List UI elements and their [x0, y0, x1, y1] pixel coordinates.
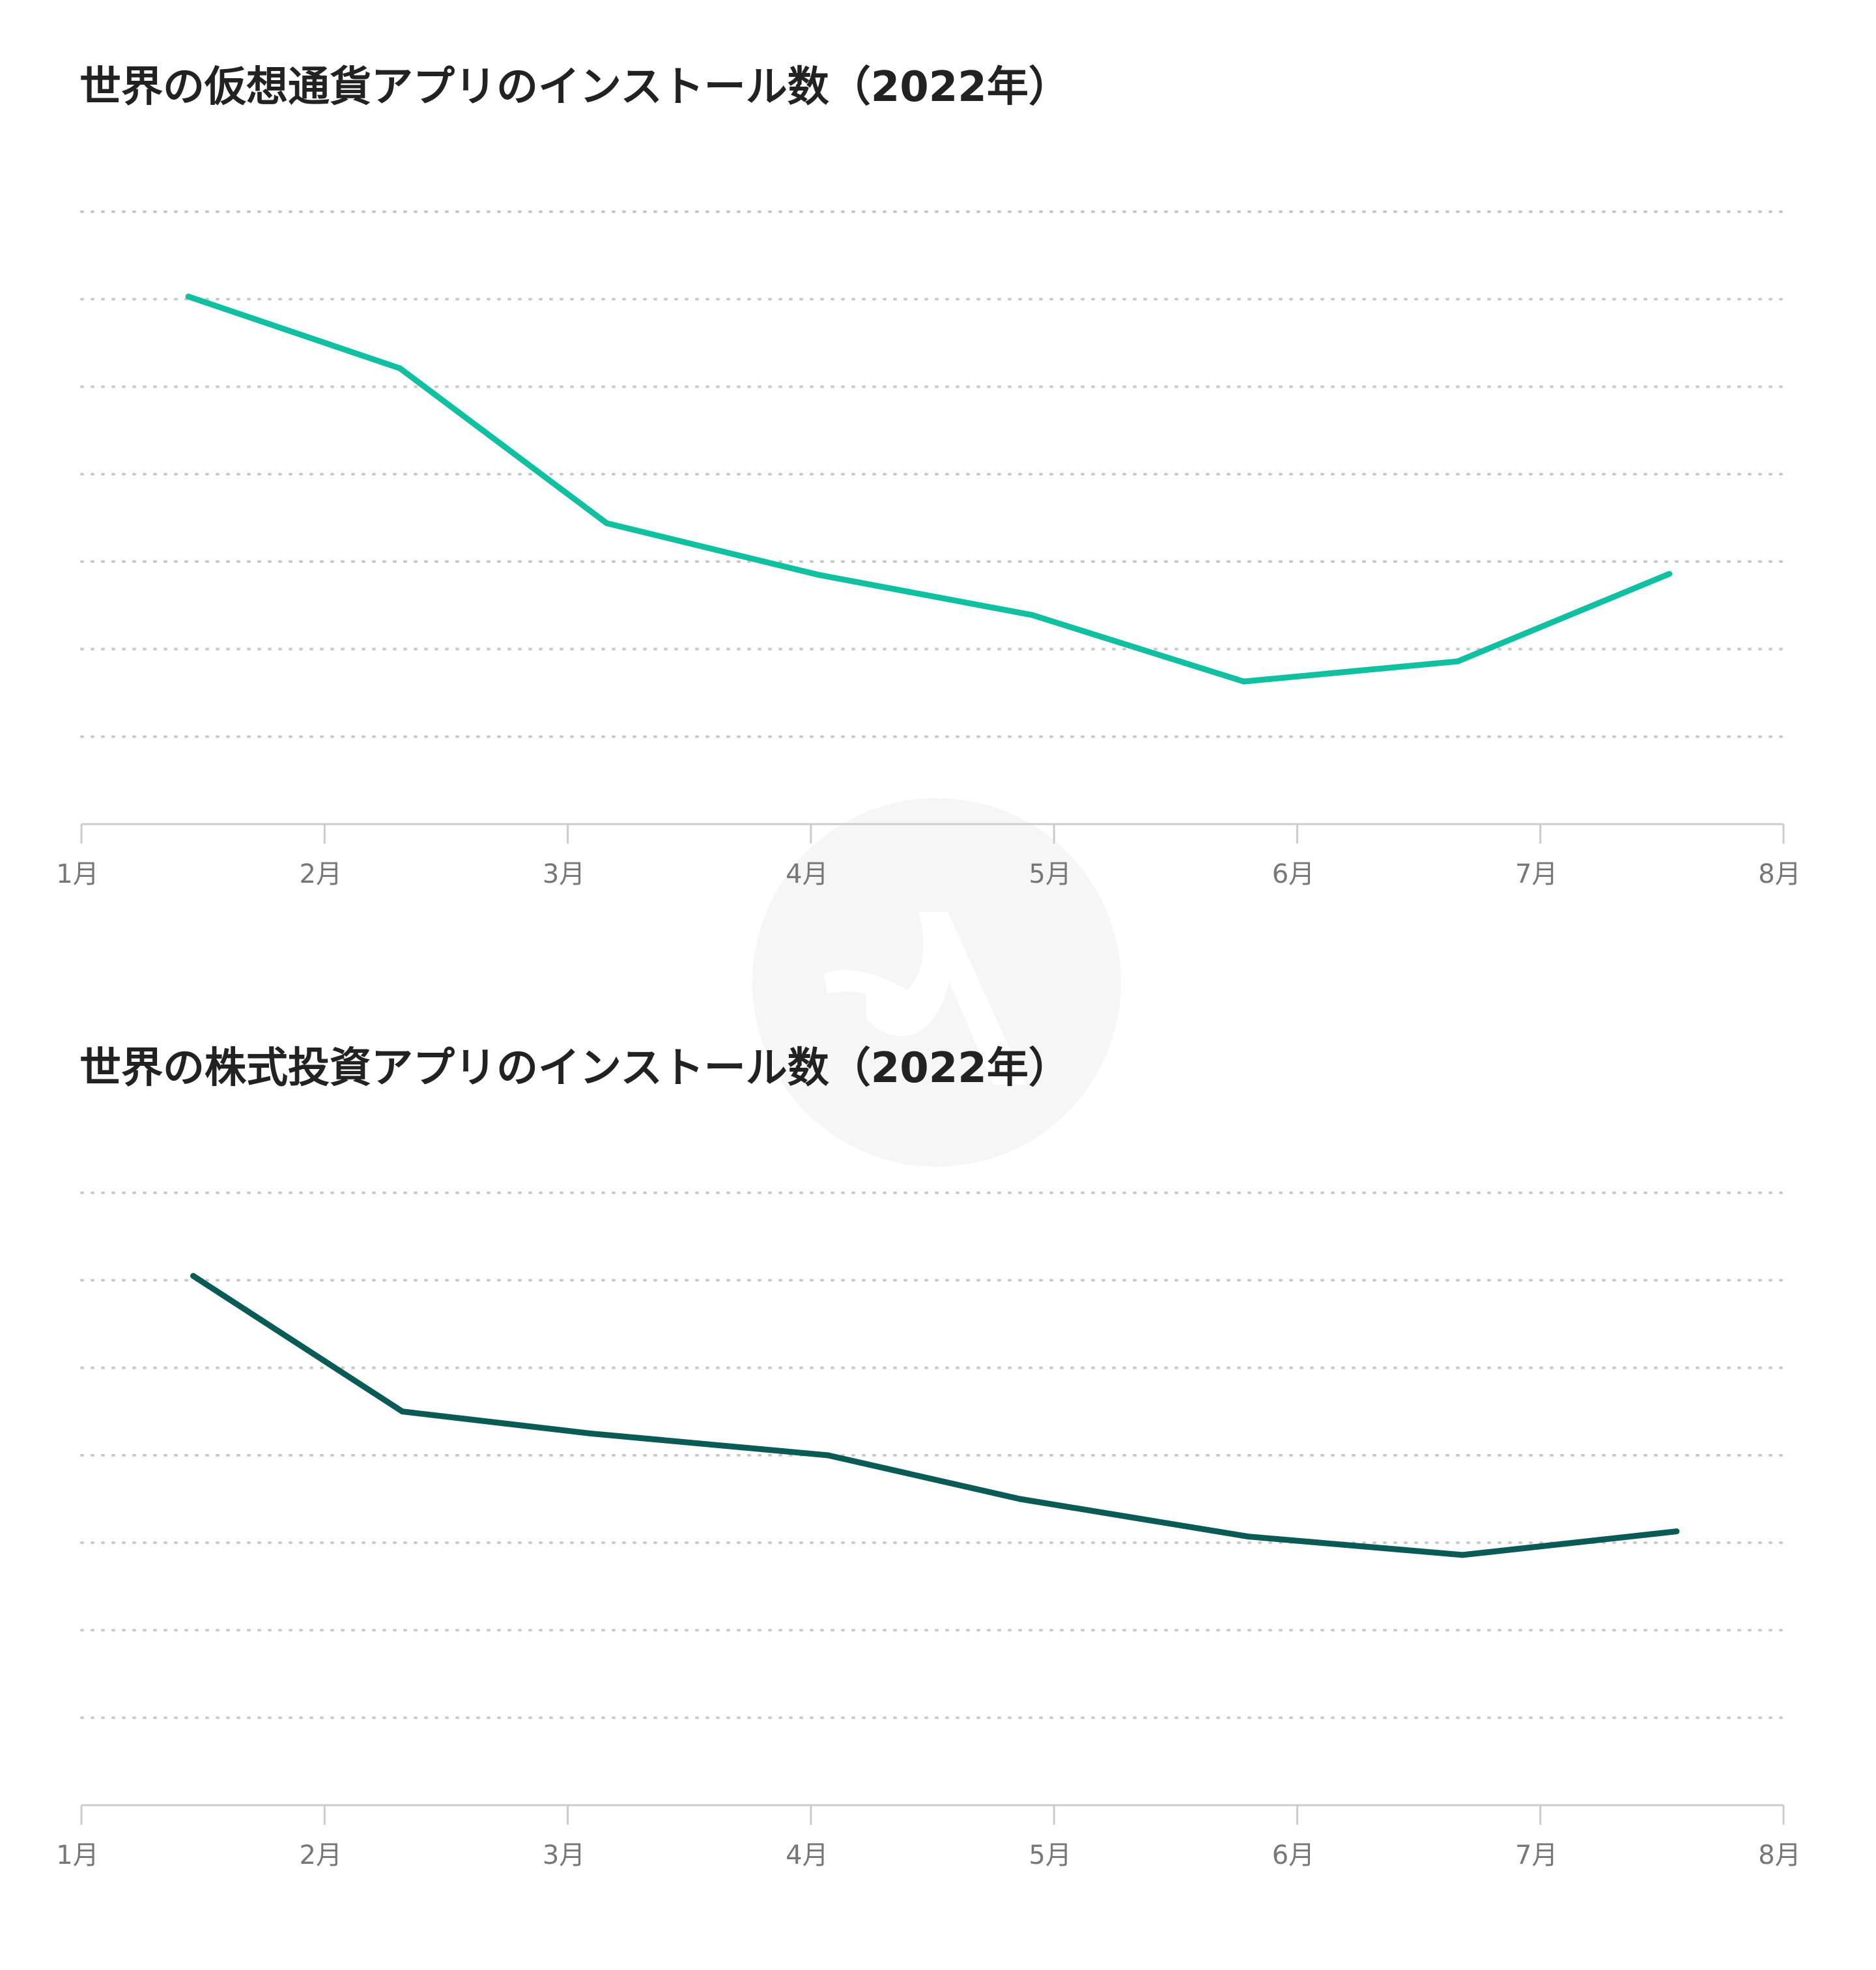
x-tick-label: 7月	[1515, 859, 1557, 889]
series-line	[190, 1273, 1680, 1558]
data-point	[1240, 678, 1247, 685]
x-tick-label: 3月	[543, 859, 585, 889]
x-tick-label: 8月	[1758, 1840, 1800, 1870]
data-point	[1017, 1496, 1023, 1502]
data-point	[397, 365, 403, 371]
stock-installs-chart: 世界の株式投資アプリのインストール数（2022年） 1月 2月 3月 4月 5月 6月 7月…	[0, 981, 1876, 1958]
crypto-installs-chart: 世界の仮想通貨アプリのインストール数（2022年） 1月 2月 3月 4月 5月 6月 7月…	[0, 0, 1876, 977]
x-tick-label: 2月	[300, 1840, 342, 1870]
x-tick-label: 3月	[543, 1840, 585, 1870]
x-tick-label: 4月	[786, 859, 828, 889]
x-tick-label: 7月	[1515, 1840, 1557, 1870]
line-chart-plot: 1月 2月 3月 4月 5月 6月 7月 8月	[56, 1192, 1801, 1870]
data-point	[185, 293, 192, 300]
data-point	[815, 571, 821, 578]
data-point	[1029, 612, 1036, 618]
x-tick-label: 1月	[56, 1840, 98, 1870]
series-line	[185, 293, 1673, 685]
data-point	[1666, 571, 1673, 577]
data-point	[1455, 658, 1461, 664]
data-point	[399, 1408, 406, 1415]
watermark-logo	[752, 798, 1121, 1167]
chart-title: 世界の株式投資アプリのインストール数（2022年）	[79, 1044, 1070, 1092]
data-point	[603, 520, 610, 526]
x-tick-label: 1月	[56, 859, 98, 889]
chart-title: 世界の仮想通貨アプリのインストール数（2022年）	[79, 63, 1070, 111]
data-point	[586, 1430, 593, 1436]
x-tick-label: 2月	[300, 859, 342, 889]
x-tick-label: 5月	[1029, 859, 1071, 889]
x-tick-label: 6月	[1272, 859, 1315, 889]
data-point	[190, 1273, 197, 1279]
x-tick-label: 4月	[786, 1840, 828, 1870]
data-point	[1245, 1534, 1252, 1540]
x-tick-label: 6月	[1272, 1840, 1315, 1870]
data-point	[1459, 1552, 1466, 1558]
line-chart-plot: 1月 2月 3月 4月 5月 6月 7月 8月	[56, 210, 1801, 889]
logo-mark-icon	[752, 798, 1121, 1167]
x-tick-label: 5月	[1029, 1840, 1071, 1870]
data-point	[1673, 1528, 1680, 1535]
x-tick-label: 8月	[1758, 859, 1800, 889]
data-point	[825, 1452, 831, 1459]
